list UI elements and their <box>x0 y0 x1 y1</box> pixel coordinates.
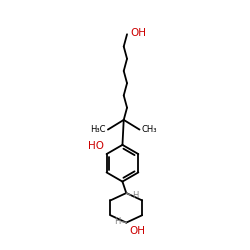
Text: OH: OH <box>130 28 146 38</box>
Text: H: H <box>132 190 138 200</box>
Text: H: H <box>114 217 121 226</box>
Text: H₃C: H₃C <box>90 124 106 134</box>
Text: HO: HO <box>88 141 104 151</box>
Text: OH: OH <box>129 226 145 236</box>
Text: CH₃: CH₃ <box>142 124 157 134</box>
